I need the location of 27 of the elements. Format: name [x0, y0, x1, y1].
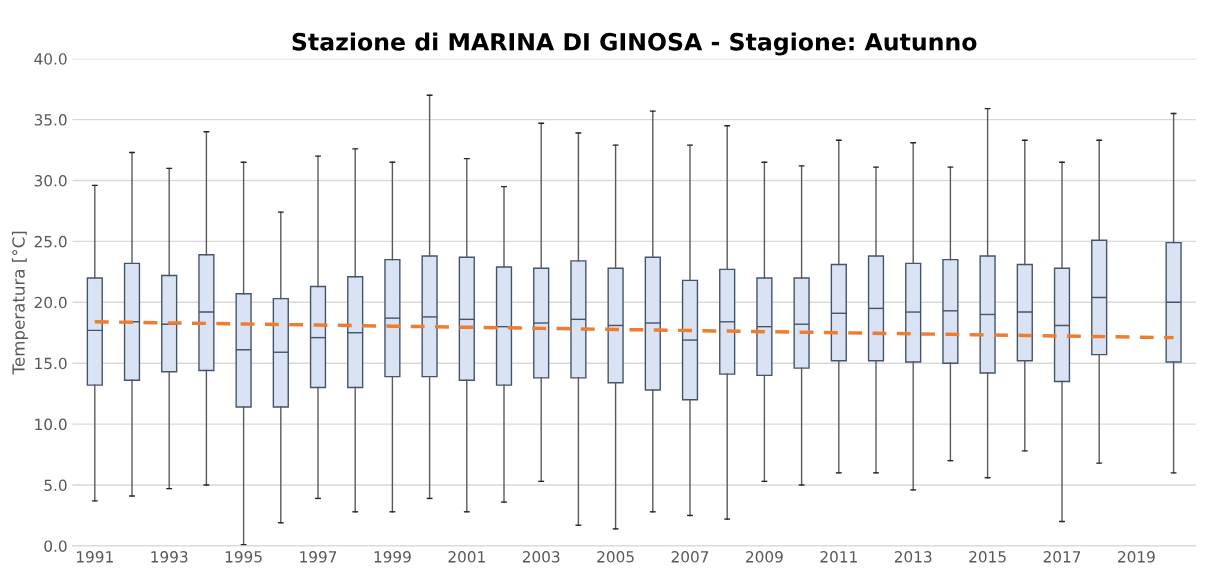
x-tick-label: 2013 [894, 551, 932, 563]
chart-title: Stazione di MARINA DI GINOSA - Stagione: Autunno [292, 32, 977, 56]
y-tick-label: 10.0 [35, 418, 67, 431]
x-tick-label: 2005 [597, 551, 634, 563]
x-tick-label: 2017 [1043, 551, 1081, 563]
x-tick-label: 1993 [151, 551, 188, 563]
x-tick-label: 2015 [969, 551, 1006, 563]
line-series [93, 320, 1176, 340]
y-tick-label: 40.0 [34, 53, 67, 65]
y-tick-label: 0.0 [44, 540, 67, 552]
x-tick-label: 2009 [746, 551, 783, 563]
x-tick-label: 1997 [300, 551, 337, 563]
y-tick-label: 20.0 [34, 296, 67, 309]
x-tick-label: 2001 [448, 551, 485, 563]
y-tick-label: 30.0 [34, 174, 67, 187]
y-axis-title: Temperatura [°C] [11, 231, 29, 375]
x-tick-label: 1991 [77, 551, 113, 563]
x-tick-label: 1999 [374, 551, 411, 563]
y-tick-label: 5.0 [44, 479, 67, 492]
x-tick-label: 2011 [820, 551, 857, 563]
x-tick-label: 2007 [671, 551, 709, 563]
x-tick-label: 2003 [522, 551, 560, 563]
y-tick-label: 15.0 [35, 357, 67, 370]
y-tick-label: 35.0 [34, 114, 67, 126]
x-tick-label: 2019 [1118, 551, 1155, 563]
x-tick-label: 1995 [225, 551, 262, 563]
y-tick-label: 25.0 [34, 235, 67, 248]
